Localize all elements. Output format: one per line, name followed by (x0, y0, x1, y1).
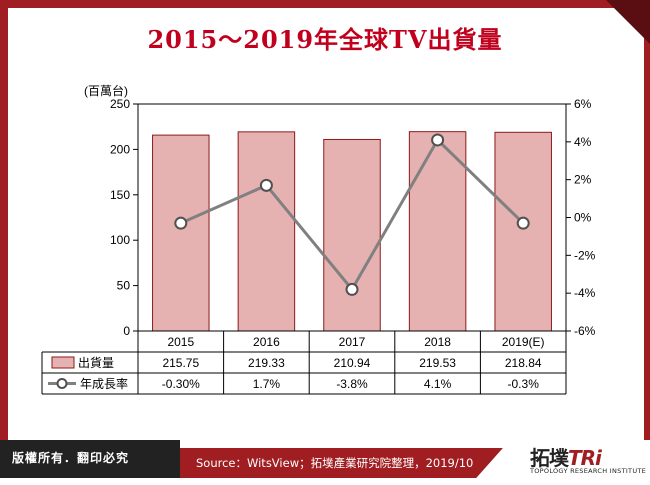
growth-value-label: -3.8% (336, 377, 368, 391)
legend-bar-label: 出貨量 (78, 355, 114, 370)
growth-point-2018 (431, 133, 445, 147)
chart-title: 2015～2019年全球TV出貨量 (147, 25, 503, 54)
bar-2019(E) (494, 131, 552, 332)
growth-point-2015 (174, 216, 188, 230)
category-label: 2016 (253, 335, 280, 349)
footer-dark-band (0, 440, 180, 478)
growth-point-2019(E) (516, 216, 530, 230)
growth-point-2017 (345, 282, 359, 296)
footer-red-band (180, 448, 510, 478)
y-right-tick-label: 6% (574, 97, 592, 111)
frame-right (644, 0, 650, 485)
category-label: 2019(E) (502, 335, 545, 349)
y-right-tick-label: 2% (574, 173, 592, 187)
y-left-tick-label: 200 (110, 142, 130, 156)
bar-value-label: 218.84 (505, 356, 542, 370)
copyright-text: 版權所有．翻印必究 (12, 451, 130, 465)
bar-2018 (408, 131, 467, 332)
y-left-tick-label: 150 (110, 188, 130, 202)
frame-top (0, 0, 650, 8)
bar-2017 (323, 138, 381, 332)
legend-line-label: 年成長率 (80, 376, 128, 391)
growth-point-2016 (259, 178, 273, 192)
y-right-tick-label: 0% (574, 211, 592, 225)
chart: 0 50 100 150 200 250 -6% -4% -2% 0% 2% 4% 6% 2015 215… (41, 83, 596, 395)
footer: 版權所有．翻印必究 Source：WitsView；拓墣產業研究院整理，2019… (0, 440, 650, 485)
y-left-tick-label: 50 (117, 279, 131, 293)
bar-value-label: 219.33 (248, 356, 285, 370)
growth-value-label: 1.7% (253, 377, 281, 391)
corner-decoration (606, 0, 650, 44)
growth-value-label: -0.30% (162, 377, 200, 391)
growth-value-label: 4.1% (424, 377, 452, 391)
growth-value-label: -0.3% (508, 377, 540, 391)
bar-value-label: 219.53 (419, 356, 456, 370)
y-left-unit-label: (百萬台) (84, 83, 128, 98)
y-right-tick-label: -2% (574, 248, 596, 262)
legend-bar-swatch (51, 356, 75, 369)
bar-value-label: 210.94 (334, 356, 371, 370)
bar-2016 (237, 131, 296, 332)
y-left-tick-label: 250 (110, 97, 130, 111)
bar-2015 (152, 134, 210, 332)
y-right-tick-label: -6% (574, 324, 596, 338)
source-text: Source：WitsView；拓墣產業研究院整理，2019/10 (196, 456, 474, 470)
category-label: 2015 (167, 335, 194, 349)
category-label: 2018 (424, 335, 451, 349)
category-label: 2017 (339, 335, 366, 349)
y-right-tick-label: 4% (574, 135, 592, 149)
company-logo: 拓墣TRi TOPOLOGY RESEARCH INSTITUTE (530, 446, 647, 475)
y-right-tick-label: -4% (574, 286, 596, 300)
y-left-tick-label: 100 (110, 233, 130, 247)
frame-left (0, 0, 8, 485)
legend-line-marker (56, 378, 68, 389)
bar-value-label: 215.75 (162, 356, 199, 370)
y-left-tick-label: 0 (123, 324, 130, 338)
